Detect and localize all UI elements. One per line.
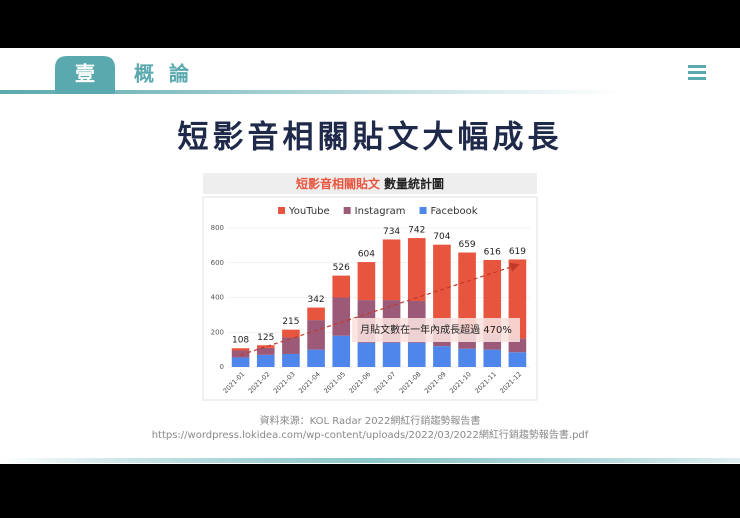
annotation: 月貼文數在一年內成長超過 470% [360, 323, 512, 336]
bar-segment [407, 238, 426, 301]
bar-segment [508, 352, 527, 367]
bar-segment [332, 297, 351, 336]
bar-segment [256, 347, 275, 355]
chart-header-bg [203, 173, 537, 194]
bar-segment [483, 259, 502, 334]
total-label: 734 [383, 227, 400, 237]
legend-swatch [419, 207, 427, 214]
legend-label: YouTube [288, 206, 330, 217]
y-tick-label: 400 [211, 294, 224, 302]
bar-segment [231, 350, 250, 358]
total-label: 342 [307, 295, 324, 305]
badge-tab [55, 56, 115, 94]
bar-segment [256, 354, 275, 367]
legend-swatch [343, 207, 351, 214]
bar-segment [282, 337, 300, 354]
total-label: 659 [458, 240, 475, 250]
y-tick-label: 0 [220, 363, 224, 371]
bar-segment [458, 348, 476, 367]
footer-line [0, 458, 740, 463]
bar-segment [433, 346, 451, 367]
bar-segment [458, 252, 476, 330]
source-line: 資料來源：KOL Radar 2022網紅行銷趨勢報告書 [260, 414, 481, 427]
total-label: 742 [408, 226, 425, 236]
bar-segment [382, 342, 401, 367]
total-label: 619 [509, 247, 526, 257]
bar-segment [282, 329, 300, 338]
bar-segment [307, 349, 325, 367]
chart-header-highlight: 短影音相關貼文 [296, 176, 381, 191]
chart-header-rest: 數量統計圖 [384, 176, 444, 191]
header-line [0, 90, 620, 94]
total-label: 125 [257, 333, 274, 343]
bar-segment [307, 320, 325, 350]
bar-segment [282, 353, 300, 367]
bar-segment [433, 244, 451, 319]
total-label: 604 [358, 250, 375, 260]
total-label: 526 [333, 263, 350, 273]
source-url: https://wordpress.lokidea.com/wp-content… [152, 428, 589, 441]
bar-segment [256, 345, 275, 348]
legend-swatch [278, 207, 285, 214]
slide-title: 短影音相關貼文大幅成長 [178, 120, 563, 156]
legend-label: Instagram [355, 206, 406, 217]
bar-segment [332, 275, 351, 298]
legend-label: Facebook [431, 206, 478, 217]
bar-segment [231, 357, 250, 367]
bar-segment [483, 349, 502, 367]
total-label: 108 [232, 336, 249, 346]
section-title: 概 論 [134, 62, 193, 86]
annotation-box [352, 318, 520, 342]
bar-segment [357, 342, 376, 367]
bar-segment [407, 342, 426, 367]
y-tick-label: 800 [211, 224, 224, 232]
menu-icon[interactable] [688, 65, 706, 80]
total-label: 215 [282, 317, 299, 327]
bar-segment [231, 348, 250, 351]
bar-segment [382, 239, 401, 301]
bar-segment [307, 307, 325, 321]
bar-segment [332, 335, 351, 367]
badge: 壹 [75, 62, 95, 86]
bar-segment [357, 262, 376, 301]
y-tick-label: 200 [211, 328, 224, 336]
total-label: 616 [484, 247, 501, 257]
y-tick-label: 600 [211, 259, 224, 267]
total-label: 704 [433, 232, 450, 242]
chart-header: 短影音相關貼文 數量統計圖 [296, 176, 444, 191]
